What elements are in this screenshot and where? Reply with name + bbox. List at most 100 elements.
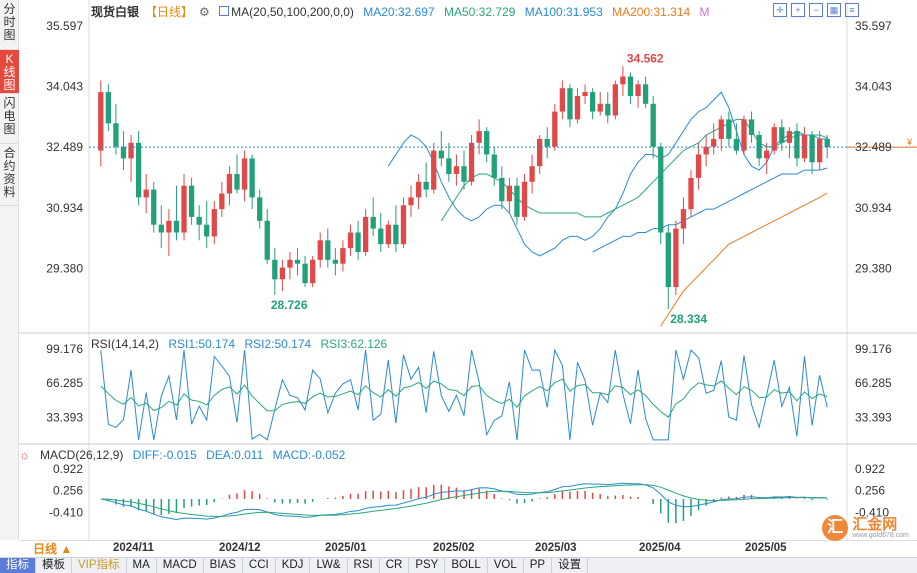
price-tick-left: 32.489 <box>46 140 83 154</box>
indicator-button-12[interactable]: BOLL <box>445 558 488 573</box>
indicator-button-15[interactable]: 设置 <box>552 558 589 573</box>
indicator-button-10[interactable]: CR <box>380 558 410 573</box>
rsi3-value: RSI3:62.126 <box>320 337 388 351</box>
tab-timeshare[interactable]: 分时图 <box>0 0 19 50</box>
candle-body <box>567 88 573 120</box>
candle-body <box>786 131 793 143</box>
macd-tick-left: 0.922 <box>53 462 83 476</box>
candle-body <box>438 150 444 159</box>
macd-legend: ☼ MACD(26,12,9) DIFF:-0.015 DEA:0.011 MAC… <box>19 448 351 462</box>
candle-body <box>491 154 497 178</box>
kline-chart[interactable]: ¥34.562 28.726 28.334 35.597 35.597 34.043 34… <box>19 0 917 540</box>
candle-body <box>794 131 800 159</box>
rsi-legend: RSI(14,14,2) RSI1:50.174 RSI2:50.174 RSI… <box>91 337 393 351</box>
crosshair-icon[interactable]: ✛ <box>773 3 787 17</box>
candle-body <box>257 197 263 221</box>
instrument-title: 现货白银 <box>91 5 140 19</box>
ma20-value: MA20:32.697 <box>363 5 435 19</box>
candle-body <box>370 216 376 229</box>
candle-body <box>332 259 339 264</box>
macd-diff-line <box>100 482 828 521</box>
period-selector[interactable]: 日线 ▲ <box>19 540 89 557</box>
candle-body <box>272 259 278 280</box>
price-tick-right: 34.043 <box>855 80 892 94</box>
indicator-button-7[interactable]: KDJ <box>276 558 311 573</box>
candle-body <box>340 248 346 264</box>
candle-body <box>158 224 164 233</box>
date-tick-label: 2025/04 <box>639 542 681 554</box>
zoom-in-icon[interactable]: + <box>791 3 805 17</box>
ma200-line <box>660 192 828 327</box>
candle-body <box>779 127 785 143</box>
candle-body <box>166 220 172 233</box>
candle-body <box>514 185 520 217</box>
indicator-button-14[interactable]: PP <box>524 558 553 573</box>
settings-gear-icon[interactable]: ⚙ <box>199 5 210 19</box>
rsi-tick-right: 33.393 <box>855 411 892 425</box>
candle-body <box>105 92 111 124</box>
ma-params-label: MA(20,50,100,200,0,0) <box>231 5 354 19</box>
candle-body <box>741 119 747 151</box>
candle-body <box>173 220 180 233</box>
candle-body <box>703 146 709 155</box>
candle-body <box>756 135 762 159</box>
candle-body <box>355 232 361 252</box>
view-sidebar: 分时图 K线图 闪电图 合约资料 <box>0 0 19 540</box>
ma100-value: MA100:31.953 <box>524 5 603 19</box>
list-icon[interactable]: ≡ <box>845 3 859 17</box>
candle-body <box>635 84 641 96</box>
indicator-button-6[interactable]: CCI <box>243 558 276 573</box>
ma200-value: MA200:31.314 <box>612 5 691 19</box>
low-annotation-1: 28.726 <box>271 298 308 312</box>
candle-body <box>347 232 354 249</box>
zoom-out-icon[interactable]: − <box>809 3 823 17</box>
candle-body <box>264 220 270 260</box>
indicator-button-3[interactable]: MA <box>127 558 157 573</box>
candle-body <box>98 92 104 151</box>
candle-body <box>120 146 127 159</box>
macd-params-label: MACD(26,12,9) <box>40 448 124 462</box>
candle-body <box>620 76 626 85</box>
candle-body <box>499 177 505 202</box>
indicator-button-4[interactable]: MACD <box>157 558 204 573</box>
date-tick-label: 2024/11 <box>113 542 154 554</box>
candle-body <box>378 228 384 245</box>
candle-body <box>279 267 286 280</box>
price-tick-right: 30.934 <box>855 201 892 215</box>
indicator-button-1[interactable]: 模板 <box>36 558 72 573</box>
indicator-button-5[interactable]: BIAS <box>204 558 243 573</box>
tab-kline[interactable]: K线图 <box>0 50 19 94</box>
candle-body <box>310 259 316 284</box>
ma-checkbox-icon[interactable] <box>219 6 230 16</box>
candle-body <box>665 232 671 288</box>
macd-tick-left: 0.256 <box>53 484 83 498</box>
macd-tick-right: 0.922 <box>855 462 885 476</box>
indicator-button-2[interactable]: VIP指标 <box>72 558 127 573</box>
macd-tick-right: 0.256 <box>855 484 885 498</box>
tab-flash[interactable]: 闪电图 <box>0 94 19 144</box>
indicator-button-11[interactable]: PSY <box>409 558 446 573</box>
price-tick-left: 35.597 <box>46 19 83 33</box>
candle-body <box>605 103 611 116</box>
candle-body <box>362 216 369 252</box>
candle-body <box>317 240 323 260</box>
candle-body <box>627 76 634 96</box>
candle-body <box>415 181 422 198</box>
indicator-button-8[interactable]: LW& <box>310 558 348 573</box>
tab-contract-info[interactable]: 合约资料 <box>0 144 19 206</box>
candle-body <box>552 111 558 147</box>
candle-body <box>226 174 233 194</box>
grid-icon[interactable]: ▦ <box>827 3 841 17</box>
indicator-button-13[interactable]: VOL <box>488 558 524 573</box>
indicator-button-0[interactable]: 指标 <box>0 558 36 573</box>
candle-body <box>196 216 202 225</box>
candle-body <box>249 158 255 198</box>
rsi2-value: RSI2:50.174 <box>244 337 312 351</box>
indicator-button-9[interactable]: RSI <box>348 558 380 573</box>
candle-body <box>559 88 566 112</box>
date-tick-label: 2025/02 <box>433 542 475 554</box>
candle-body <box>135 142 142 198</box>
chart-area: ¥34.562 28.726 28.334 35.597 35.597 34.043 34… <box>19 0 917 540</box>
macd-settings-icon[interactable]: ☼ <box>19 448 30 462</box>
